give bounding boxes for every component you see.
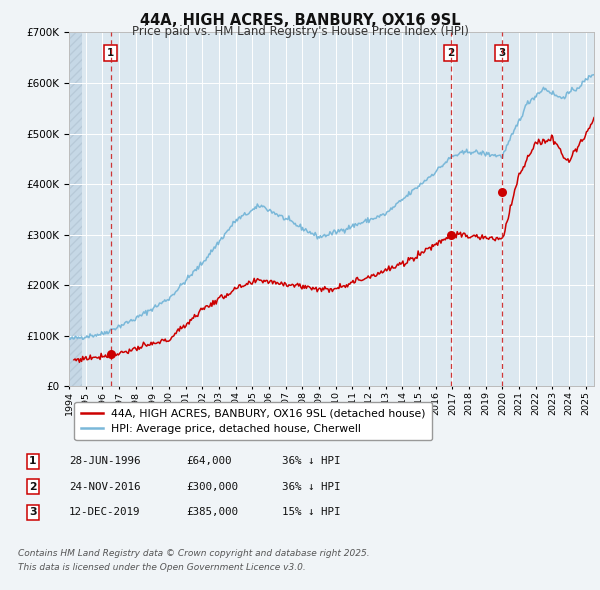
Text: 1: 1 [107, 48, 114, 58]
Text: This data is licensed under the Open Government Licence v3.0.: This data is licensed under the Open Gov… [18, 563, 306, 572]
Text: £385,000: £385,000 [186, 507, 238, 517]
Legend: 44A, HIGH ACRES, BANBURY, OX16 9SL (detached house), HPI: Average price, detache: 44A, HIGH ACRES, BANBURY, OX16 9SL (deta… [74, 402, 432, 440]
Text: 2: 2 [447, 48, 454, 58]
Text: 12-DEC-2019: 12-DEC-2019 [69, 507, 140, 517]
Text: 36% ↓ HPI: 36% ↓ HPI [282, 482, 341, 491]
Text: 3: 3 [498, 48, 505, 58]
Text: Contains HM Land Registry data © Crown copyright and database right 2025.: Contains HM Land Registry data © Crown c… [18, 549, 370, 558]
Bar [69, 32, 82, 386]
Text: 2: 2 [29, 482, 37, 491]
Text: 44A, HIGH ACRES, BANBURY, OX16 9SL: 44A, HIGH ACRES, BANBURY, OX16 9SL [140, 13, 460, 28]
Text: £64,000: £64,000 [186, 457, 232, 466]
Text: £300,000: £300,000 [186, 482, 238, 491]
Text: 24-NOV-2016: 24-NOV-2016 [69, 482, 140, 491]
Text: 1: 1 [29, 457, 37, 466]
Text: 15% ↓ HPI: 15% ↓ HPI [282, 507, 341, 517]
Text: 36% ↓ HPI: 36% ↓ HPI [282, 457, 341, 466]
Text: Price paid vs. HM Land Registry's House Price Index (HPI): Price paid vs. HM Land Registry's House … [131, 25, 469, 38]
Text: 28-JUN-1996: 28-JUN-1996 [69, 457, 140, 466]
Bar [69, 32, 82, 386]
Text: 3: 3 [29, 507, 37, 517]
